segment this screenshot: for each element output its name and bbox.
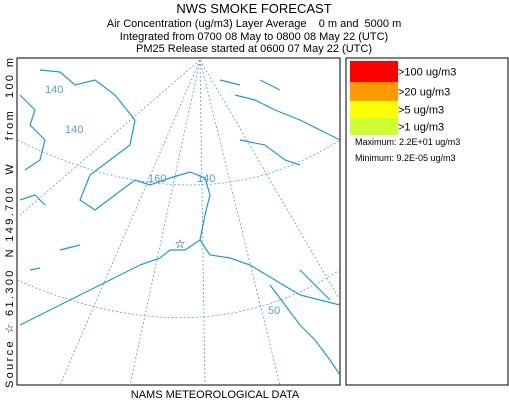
legend-label: >5 ug/m3	[398, 105, 444, 117]
legend-swatch	[350, 82, 398, 101]
source-marker: ☆	[175, 237, 186, 251]
arctic-islands	[219, 79, 340, 166]
minimum: Minimum: 9.2E-05 ug/m3	[355, 153, 456, 163]
legend-swatch	[350, 61, 398, 82]
parallels	[17, 139, 340, 319]
graticule-label: 50	[268, 305, 280, 317]
graticule-label: 140	[65, 124, 83, 136]
legend-label: >1 ug/m3	[398, 122, 444, 134]
legend-label: >20 ug/m3	[398, 87, 450, 99]
meridians	[19, 59, 340, 385]
subtitle: Air Concentration (ug/m3) Layer Average …	[107, 18, 402, 30]
maximum: Maximum: 2.2E+01 ug/m3	[355, 137, 460, 147]
source-label: Source ☆ 61.300 N 149.700 W from 100 m	[4, 58, 16, 388]
title: NWS SMOKE FORECAST	[176, 1, 331, 16]
map-frame	[16, 57, 341, 386]
graticule-label: 160	[148, 173, 166, 185]
legend-swatch	[350, 101, 398, 118]
graticule-label: 140	[45, 84, 63, 96]
subtitle: PM25 Release started at 0600 07 May 22 (…	[136, 43, 372, 55]
footer: NAMS METEOROLOGICAL DATA	[131, 389, 300, 401]
graticule-label: 140	[197, 173, 215, 185]
coastline-southeast	[269, 269, 340, 376]
legend: Maximum: 2.2E+01 ug/m3 Minimum: 9.2E-05 …	[345, 57, 509, 386]
coastline-west	[19, 94, 81, 271]
map: ☆ 140 140 160 140 50	[16, 57, 341, 386]
subtitle: Integrated from 0700 08 May to 0800 08 M…	[120, 31, 388, 43]
peninsula	[19, 239, 201, 326]
legend-label: >100 ug/m3	[398, 67, 456, 79]
coastline	[39, 69, 340, 306]
legend-swatch	[350, 118, 398, 135]
